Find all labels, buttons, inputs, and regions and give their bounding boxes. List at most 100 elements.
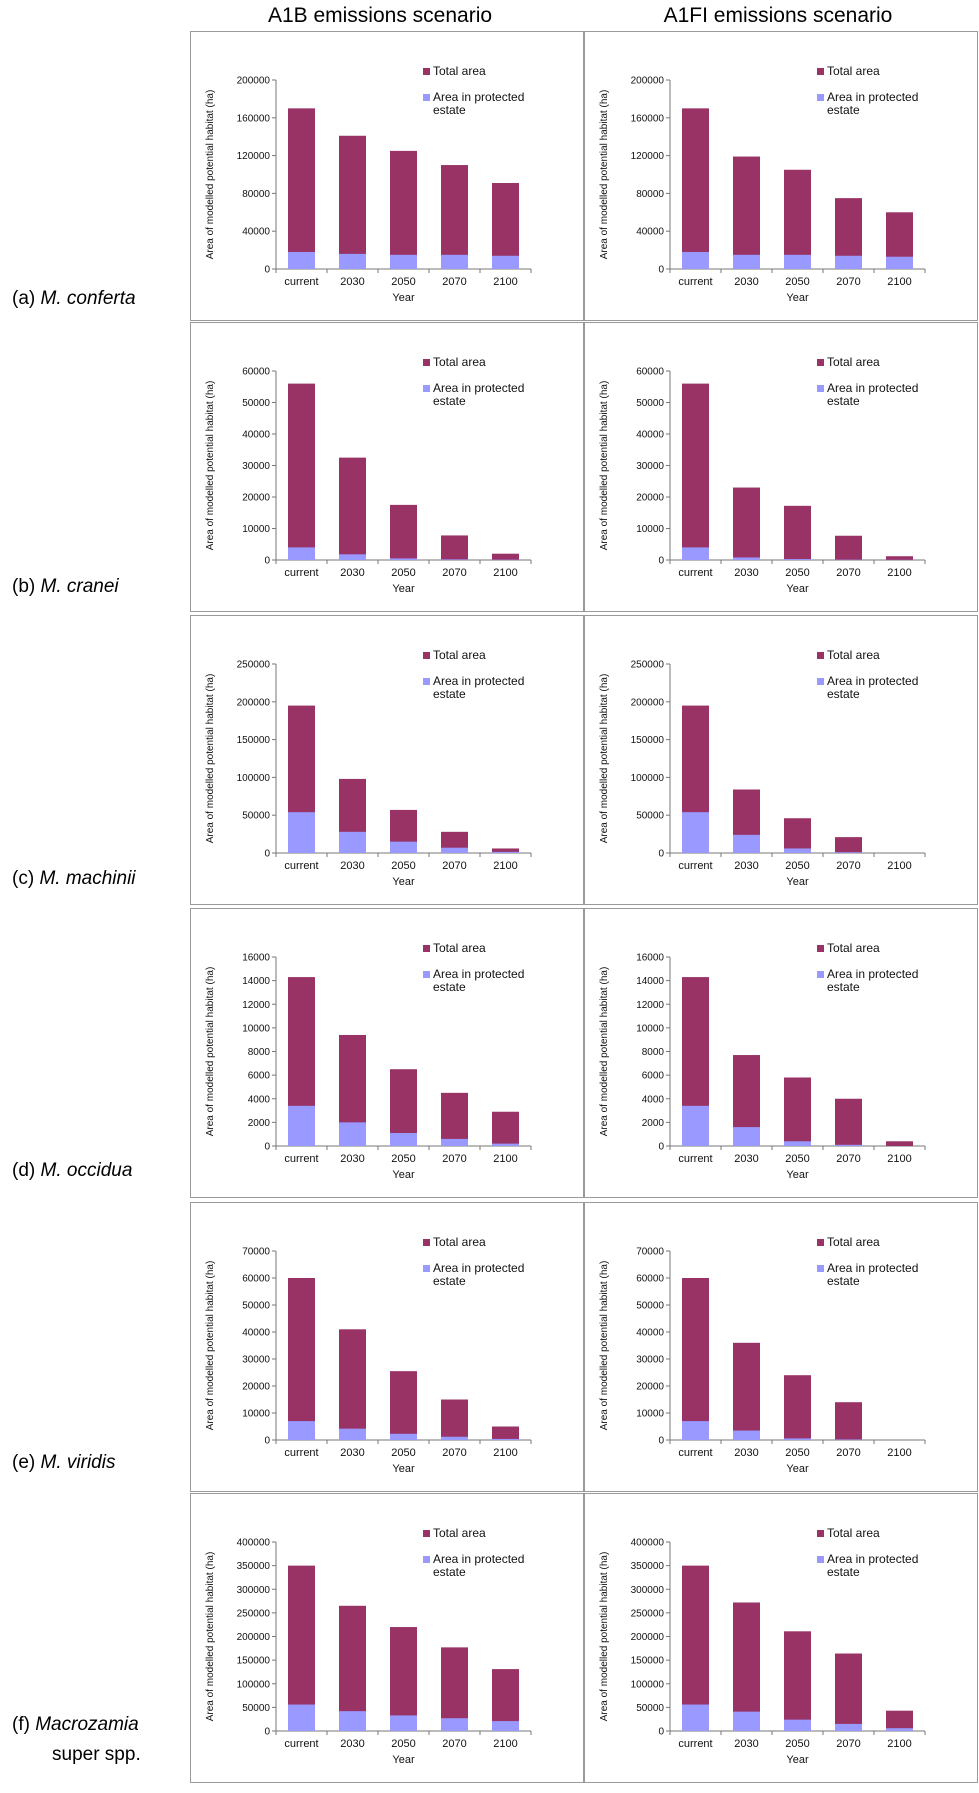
y-tick-label: 150000 — [237, 735, 271, 746]
bar-protected-current — [288, 1105, 315, 1146]
x-tick-label: current — [678, 567, 712, 579]
bar-total-2050 — [390, 150, 417, 269]
bar-total-2050 — [784, 818, 811, 853]
bar-protected-2100 — [492, 1438, 519, 1440]
x-tick-label: 2070 — [836, 1738, 860, 1750]
x-axis-title: Year — [392, 1463, 415, 1475]
chart-panel-c-a1b: 0 50000 100000 150000 200000 250000 Area of mo… — [190, 615, 584, 905]
legend-swatch-total — [423, 1530, 430, 1537]
bar-protected-2050 — [390, 254, 417, 269]
y-tick-label: 80000 — [242, 189, 270, 200]
y-tick-label: 2000 — [642, 1118, 665, 1129]
bar-total-2070 — [835, 1402, 862, 1440]
bar-total-2030 — [733, 1342, 760, 1440]
y-tick-label: 40000 — [636, 430, 664, 441]
x-tick-label: 2030 — [340, 567, 364, 579]
x-tick-label: 2070 — [836, 1153, 860, 1165]
chart-panel-a-a1b: 0 40000 80000 120000 160000 200000 Area of mod… — [190, 31, 584, 321]
legend-label-total: Total area — [827, 941, 880, 955]
bar-protected-current — [288, 251, 315, 269]
y-tick-label: 30000 — [636, 1355, 664, 1366]
bar-protected-2050 — [390, 558, 417, 560]
x-tick-label: 2030 — [340, 860, 364, 872]
x-tick-label: 2070 — [442, 1447, 466, 1459]
y-axis-title: Area of modelled potential habitat (ha) — [205, 381, 216, 551]
y-tick-label: 60000 — [636, 367, 664, 378]
bar-protected-2070 — [441, 1138, 468, 1146]
bar-protected-2030 — [733, 557, 760, 560]
x-tick-label: current — [678, 860, 712, 872]
legend-swatch-total — [423, 359, 430, 366]
y-tick-label: 0 — [264, 1436, 270, 1447]
legend-label-total: Total area — [433, 1526, 486, 1540]
bar-protected-2070 — [441, 847, 468, 853]
legend-label-protected-line2: estate — [433, 1274, 466, 1288]
bar-protected-2070 — [835, 1723, 862, 1731]
chart-svg: 0 40000 80000 120000 160000 200000 Area of mod… — [599, 64, 926, 304]
y-tick-label: 10000 — [242, 1023, 270, 1034]
x-tick-label: 2030 — [734, 1738, 758, 1750]
legend-label-protected-line2: estate — [827, 1565, 860, 1579]
y-tick-label: 40000 — [242, 227, 270, 238]
y-tick-label: 250000 — [631, 660, 665, 671]
y-tick-label: 40000 — [636, 227, 664, 238]
y-tick-label: 60000 — [242, 1274, 270, 1285]
bar-protected-current — [682, 812, 709, 853]
chart-svg: 0 50000 100000 150000 200000 250000 Area of mo… — [599, 648, 926, 888]
legend-swatch-total — [817, 68, 824, 75]
legend-swatch-total — [817, 652, 824, 659]
bar-total-2030 — [339, 1329, 366, 1440]
bar-total-2050 — [390, 1371, 417, 1440]
y-tick-label: 20000 — [242, 1382, 270, 1393]
legend-label-protected-line2: estate — [433, 980, 466, 994]
row-label-b: (b) M. cranei — [12, 572, 119, 602]
x-tick-label: 2100 — [493, 1153, 517, 1165]
x-tick-label: 2050 — [785, 1153, 809, 1165]
bar-total-current — [288, 1565, 315, 1731]
bar-protected-2030 — [339, 554, 366, 560]
y-tick-label: 40000 — [242, 430, 270, 441]
chart-panel-d-a1b: 0 2000 4000 6000 8000 10000 12000 14000 16000 Are… — [190, 908, 584, 1198]
bar-protected-2050 — [784, 1141, 811, 1146]
y-tick-label: 120000 — [237, 151, 271, 162]
x-tick-label: 2070 — [836, 860, 860, 872]
bar-protected-current — [682, 1105, 709, 1146]
y-tick-label: 0 — [658, 1142, 664, 1153]
legend-swatch-protected — [817, 94, 824, 101]
y-tick-label: 200000 — [237, 1632, 271, 1643]
x-tick-label: 2100 — [887, 1447, 911, 1459]
species-name: M. occidua — [40, 1160, 133, 1181]
bar-total-2070 — [441, 1092, 468, 1146]
x-tick-label: 2030 — [734, 1153, 758, 1165]
row-label-e: (e) M. viridis — [12, 1448, 115, 1478]
bar-protected-2100 — [886, 256, 913, 269]
x-tick-label: 2050 — [785, 276, 809, 288]
legend-swatch-protected — [423, 678, 430, 685]
x-tick-label: 2070 — [836, 567, 860, 579]
legend-swatch-total — [423, 652, 430, 659]
y-tick-label: 2000 — [248, 1118, 271, 1129]
y-tick-label: 4000 — [642, 1094, 665, 1105]
bar-total-2100 — [492, 553, 519, 560]
y-tick-label: 40000 — [242, 1328, 270, 1339]
bar-total-2030 — [733, 156, 760, 269]
column-header-a1b: A1B emissions scenario — [267, 4, 493, 27]
bar-total-current — [682, 1565, 709, 1731]
chart-svg: 0 10000 20000 30000 40000 50000 60000 Area of m… — [599, 355, 926, 595]
bar-protected-2050 — [784, 254, 811, 269]
x-tick-label: 2030 — [734, 276, 758, 288]
y-tick-label: 16000 — [242, 953, 270, 964]
legend-swatch-total — [423, 945, 430, 952]
bar-protected-current — [288, 812, 315, 853]
bar-total-2050 — [784, 1375, 811, 1440]
y-tick-label: 0 — [264, 1727, 270, 1738]
y-tick-label: 10000 — [242, 524, 270, 535]
legend-label-total: Total area — [433, 648, 486, 662]
y-tick-label: 70000 — [636, 1247, 664, 1258]
bar-protected-2050 — [784, 559, 811, 560]
x-tick-label: 2030 — [340, 1738, 364, 1750]
bar-protected-2030 — [733, 254, 760, 269]
bar-protected-2100 — [492, 1143, 519, 1146]
legend-swatch-protected — [817, 1265, 824, 1272]
y-tick-label: 50000 — [242, 811, 270, 822]
